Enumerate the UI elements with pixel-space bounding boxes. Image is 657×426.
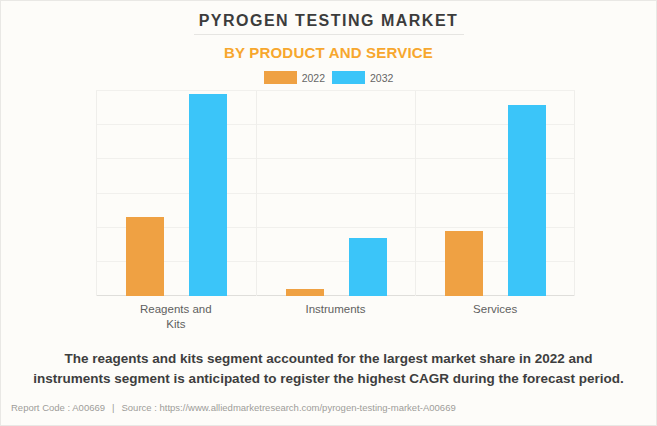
footer-separator: | xyxy=(112,402,114,413)
source-url: Source : https://www.alliedmarketresearc… xyxy=(121,402,455,413)
chart-card: PYROGEN TESTING MARKET BY PRODUCT AND SE… xyxy=(0,0,657,426)
bar-2022-reagents-and-kits xyxy=(126,217,164,296)
bar-2022-services xyxy=(445,231,483,296)
gridline-horizontal xyxy=(96,124,575,125)
footer: Report Code : A00669 | Source : https://ww… xyxy=(11,402,646,413)
gridline-horizontal xyxy=(96,261,575,262)
gridline-vertical xyxy=(256,91,257,296)
gridline-horizontal xyxy=(96,227,575,228)
x-axis-label-reagents-and-kits: Reagents and Kits xyxy=(96,302,256,332)
annotation-line-2: instruments segment is anticipated to re… xyxy=(1,369,656,389)
bar-2022-instruments xyxy=(286,289,324,296)
legend-swatch-2022-icon xyxy=(264,71,297,84)
gridline-horizontal xyxy=(96,193,575,194)
gridline-horizontal xyxy=(96,158,575,159)
report-code: Report Code : A00669 xyxy=(11,402,105,413)
legend-item-2022[interactable]: 2022 xyxy=(264,71,325,84)
legend-label-2022: 2022 xyxy=(302,72,325,84)
bar-chart-plot-area xyxy=(96,91,575,296)
legend-label-2032: 2032 xyxy=(370,72,393,84)
bar-2032-instruments xyxy=(349,238,387,296)
x-axis-label-instruments: Instruments xyxy=(256,302,416,317)
chart-legend: 2022 2032 xyxy=(1,71,656,84)
chart-annotation: The reagents and kits segment accounted … xyxy=(1,349,656,389)
title-divider xyxy=(194,34,464,35)
gridline-vertical xyxy=(574,91,575,296)
annotation-line-1: The reagents and kits segment accounted … xyxy=(1,349,656,369)
page-title: PYROGEN TESTING MARKET xyxy=(1,12,656,30)
bar-2032-reagents-and-kits xyxy=(189,94,227,296)
gridline-vertical xyxy=(415,91,416,296)
chart-subtitle: BY PRODUCT AND SERVICE xyxy=(1,44,656,61)
bar-2032-services xyxy=(508,105,546,296)
legend-item-2032[interactable]: 2032 xyxy=(332,71,393,84)
x-axis-baseline xyxy=(96,295,575,296)
x-axis-labels: Reagents and KitsInstrumentsServices xyxy=(96,302,575,346)
gridline-vertical xyxy=(96,91,97,296)
gridline-horizontal xyxy=(96,90,575,91)
legend-swatch-2032-icon xyxy=(332,71,365,84)
x-axis-label-services: Services xyxy=(415,302,575,317)
